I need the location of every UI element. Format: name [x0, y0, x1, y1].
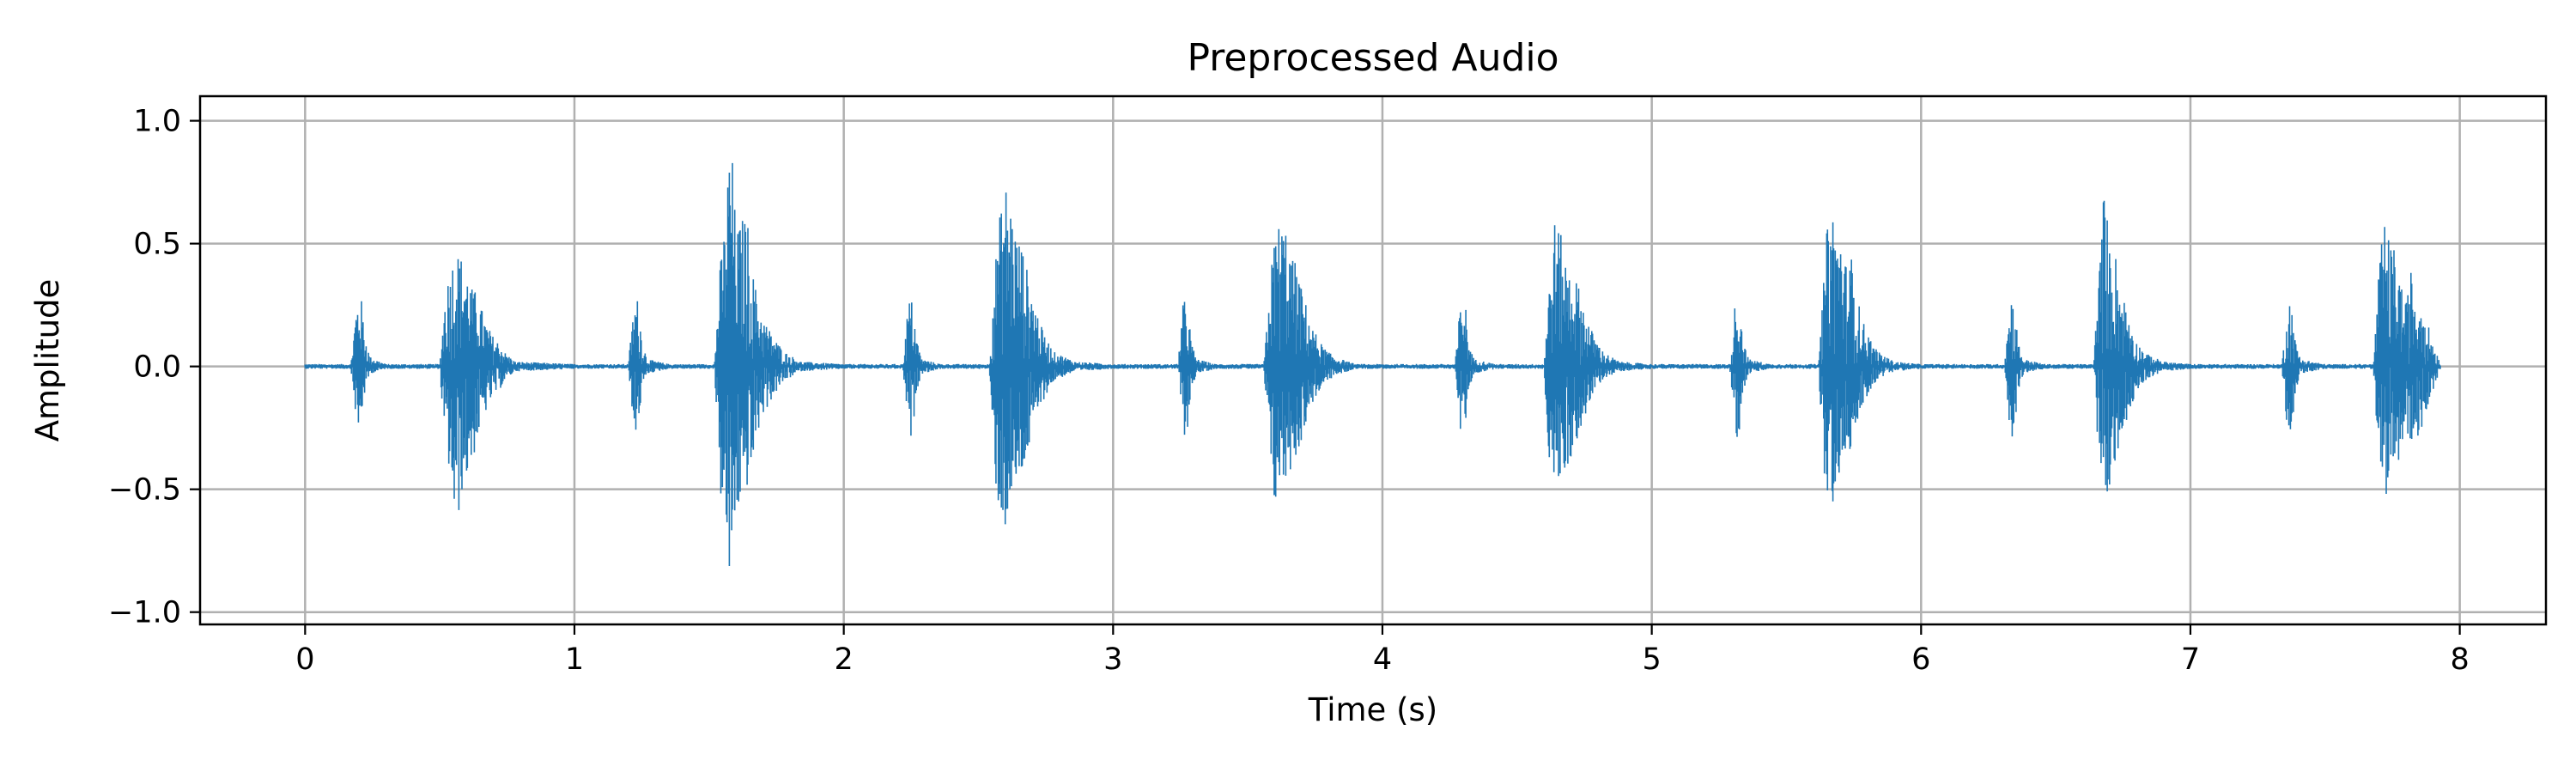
x-tick-label: 4: [1373, 642, 1392, 677]
x-tick-label: 8: [2450, 642, 2469, 677]
x-tick-label: 7: [2181, 642, 2200, 677]
waveform-line: [304, 162, 2441, 566]
x-tick-label: 2: [835, 642, 854, 677]
plot-frame: [198, 94, 2548, 626]
y-tick-label: 0.0: [133, 350, 181, 385]
y-tick-label: 0.5: [133, 228, 181, 262]
grid: [200, 96, 2546, 624]
y-tick-label: 1.0: [133, 105, 181, 139]
x-tick-label: 6: [1911, 642, 1930, 677]
x-axis-label: Time (s): [1308, 691, 1437, 728]
x-tick-label: 0: [295, 642, 314, 677]
x-tick-label: 1: [565, 642, 584, 677]
x-tick-label: 5: [1643, 642, 1662, 677]
y-axis-ticks: −1.0 −0.5 0.0 0.5 1.0: [108, 105, 200, 630]
chart-title: Preprocessed Audio: [1187, 36, 1558, 80]
waveform-series: [304, 162, 2441, 566]
y-tick-label: −0.5: [108, 473, 181, 508]
x-axis-ticks: 0 1 2 3 4 5 6 7 8: [295, 624, 2470, 677]
y-axis-label: Amplitude: [29, 279, 66, 442]
x-tick-label: 3: [1103, 642, 1122, 677]
y-tick-label: −1.0: [108, 596, 181, 630]
